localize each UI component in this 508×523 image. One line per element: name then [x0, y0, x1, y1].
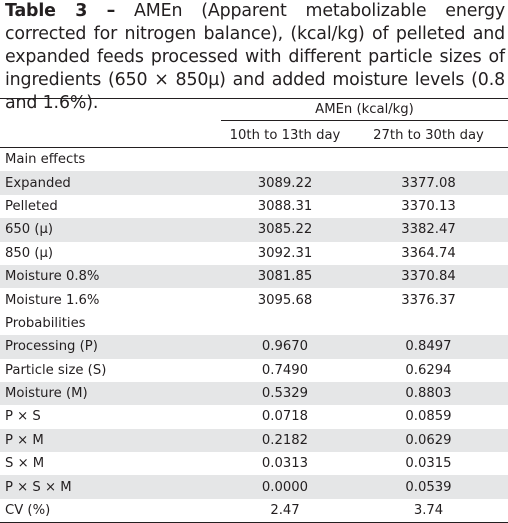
column-header-1: 10th to 13th day — [229, 127, 341, 143]
group-header: AMEn (kcal/kg) — [221, 98, 508, 123]
table-row: Processing (P) 0.9670 0.8497 — [0, 335, 508, 359]
value-10-13: 0.9670 — [221, 335, 349, 359]
section-main-effects: Main effects — [0, 147, 508, 172]
row-label: Processing (P) — [0, 335, 221, 359]
section-probabilities: Probabilities — [0, 312, 508, 335]
row-label: S × M — [5, 456, 45, 472]
value-10-13: 3088.31 — [257, 198, 313, 214]
row-label: P × M — [0, 428, 221, 453]
row-label: 650 (µ) — [0, 218, 221, 242]
table-row: Moisture 1.6% 3095.68 3376.37 — [0, 288, 508, 311]
value-10-13: 3085.22 — [221, 218, 349, 242]
section-title: Main effects — [0, 147, 508, 172]
caption-text: AMEn (Apparent metabolizable energy corr… — [5, 1, 505, 113]
table-label: Table 3 – — [5, 1, 116, 21]
row-label: Particle size (S) — [5, 362, 107, 378]
value-10-13: 0.0313 — [261, 456, 309, 472]
table-caption: Table 3 – AMEn (Apparent metabolizable e… — [5, 0, 505, 115]
value-27-30: 3364.74 — [401, 245, 456, 261]
value-27-30: 3377.08 — [349, 171, 508, 195]
value-27-30: 0.0539 — [349, 475, 508, 499]
value-27-30: 3.74 — [349, 498, 508, 523]
value-27-30: 3382.47 — [349, 218, 508, 242]
value-27-30: 3370.13 — [401, 198, 456, 214]
value-10-13: 0.0718 — [261, 409, 309, 425]
data-table: AMEn (kcal/kg) 10th to 13th day 27th to … — [0, 98, 508, 523]
table-row: P × S 0.0718 0.0859 — [0, 405, 508, 428]
value-10-13: 0.2182 — [221, 428, 349, 453]
value-27-30: 0.0859 — [405, 409, 452, 425]
table-row: Moisture 0.8% 3081.85 3370.84 — [0, 264, 508, 289]
row-label: Moisture (M) — [0, 381, 221, 406]
table-row: Particle size (S) 0.7490 0.6294 — [0, 359, 508, 382]
value-10-13: 3092.31 — [257, 245, 313, 261]
value-27-30: 3376.37 — [401, 292, 456, 308]
table-row: Pelleted 3088.31 3370.13 — [0, 195, 508, 218]
row-label: P × S — [5, 409, 41, 425]
table-row: 850 (µ) 3092.31 3364.74 — [0, 242, 508, 265]
value-10-13: 0.7490 — [261, 362, 309, 378]
value-10-13: 2.47 — [221, 498, 349, 523]
value-10-13: 3081.85 — [221, 264, 349, 289]
value-27-30: 0.0629 — [349, 428, 508, 453]
value-10-13: 0.0000 — [221, 475, 349, 499]
row-label: CV (%) — [0, 498, 221, 523]
column-header-2: 27th to 30th day — [373, 127, 484, 143]
value-27-30: 0.8803 — [349, 381, 508, 406]
value-10-13: 3089.22 — [221, 171, 349, 195]
table-row: P × S × M 0.0000 0.0539 — [0, 475, 508, 499]
row-label: Expanded — [0, 171, 221, 195]
table-row: CV (%) 2.47 3.74 — [0, 498, 508, 523]
table-row: S × M 0.0313 0.0315 — [0, 452, 508, 475]
header-row-group: AMEn (kcal/kg) — [0, 98, 508, 123]
table-row: 650 (µ) 3085.22 3382.47 — [0, 218, 508, 242]
row-label: Moisture 1.6% — [5, 292, 100, 308]
value-27-30: 0.0315 — [405, 456, 452, 472]
value-10-13: 3095.68 — [257, 292, 313, 308]
table-row: Moisture (M) 0.5329 0.8803 — [0, 381, 508, 406]
group-header-label: AMEn (kcal/kg) — [221, 102, 508, 121]
value-10-13: 0.5329 — [221, 381, 349, 406]
value-27-30: 0.6294 — [405, 362, 452, 378]
section-title: Probabilities — [5, 315, 86, 331]
table-row: Expanded 3089.22 3377.08 — [0, 171, 508, 195]
row-label: Moisture 0.8% — [0, 264, 221, 289]
value-27-30: 3370.84 — [349, 264, 508, 289]
header-row-columns: 10th to 13th day 27th to 30th day — [0, 123, 508, 148]
row-label: Pelleted — [5, 198, 58, 214]
row-label: P × S × M — [0, 475, 221, 499]
table-row: P × M 0.2182 0.0629 — [0, 428, 508, 453]
row-label: 850 (µ) — [5, 245, 54, 261]
value-27-30: 0.8497 — [349, 335, 508, 359]
